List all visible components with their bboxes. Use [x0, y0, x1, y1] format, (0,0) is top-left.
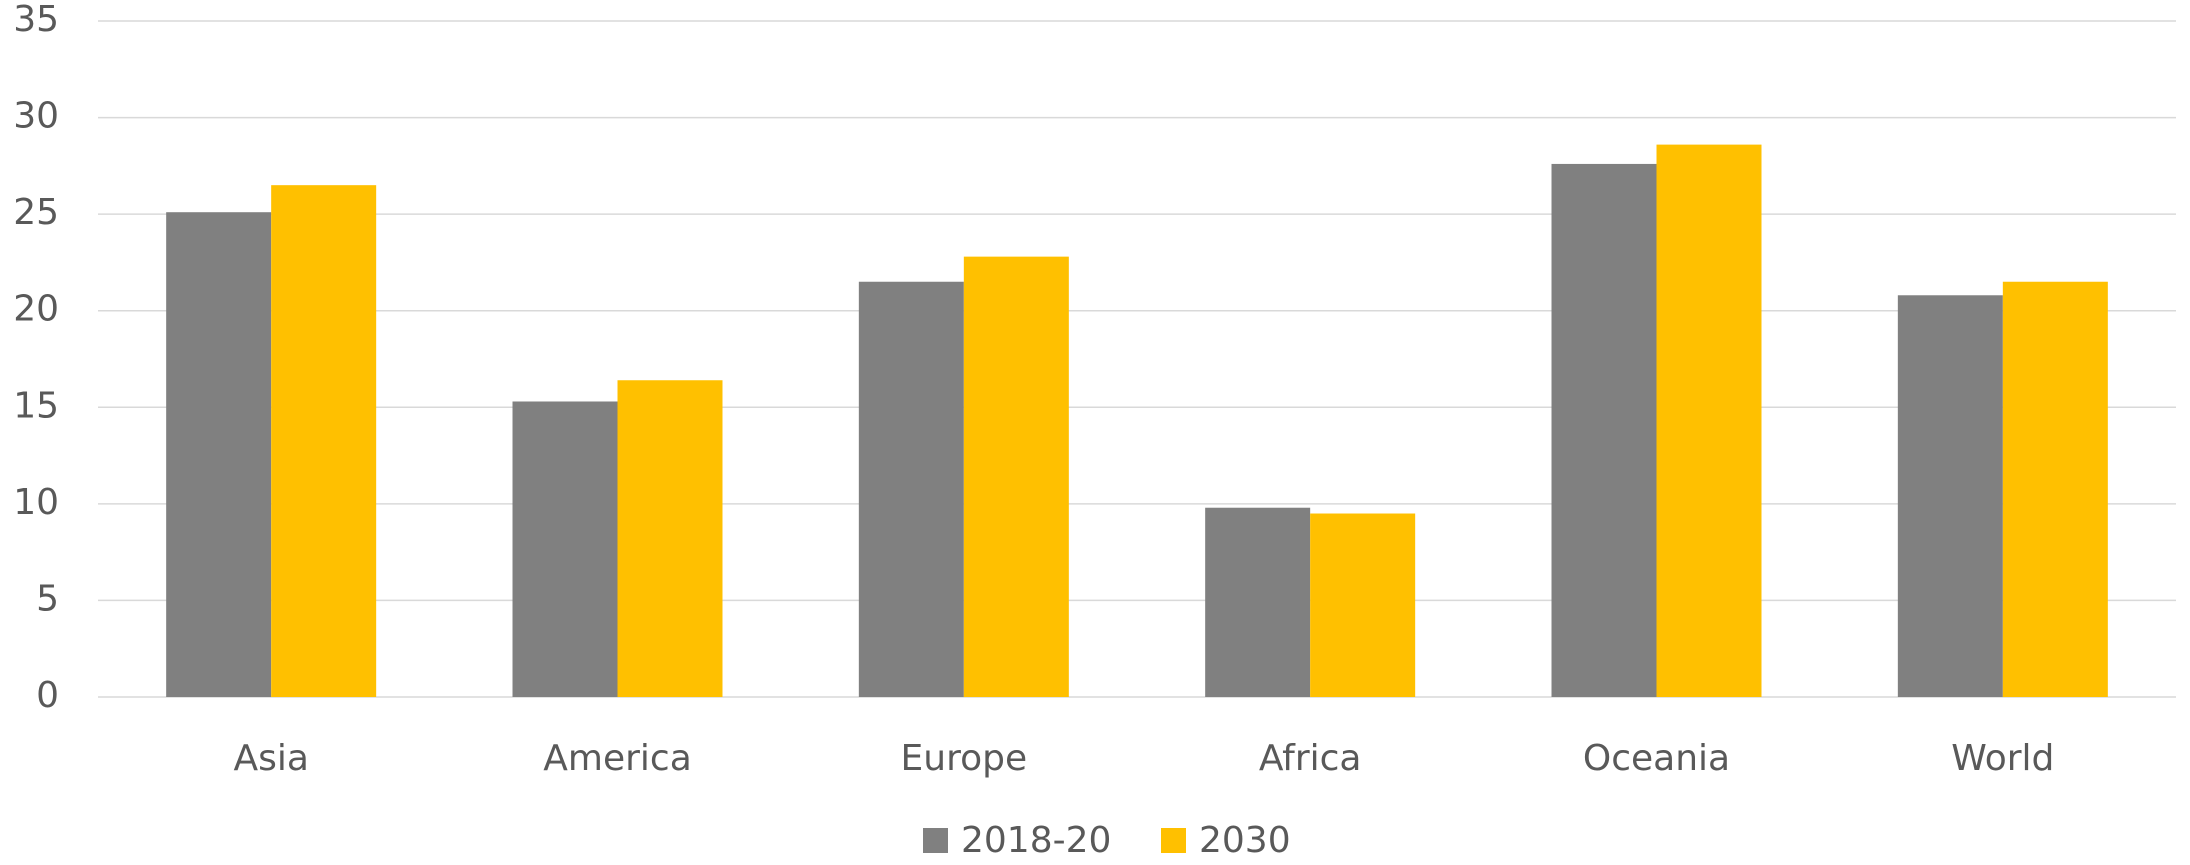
bar: [1310, 513, 1416, 697]
bar: [1551, 163, 1657, 697]
bar: [858, 281, 964, 697]
y-tick-label: 20: [13, 289, 59, 330]
bar: [1656, 144, 1762, 697]
y-tick-label: 0: [36, 675, 59, 716]
bar: [617, 380, 723, 697]
bar: [1205, 507, 1311, 697]
y-tick-label: 15: [13, 385, 59, 426]
x-tick-label: Africa: [1259, 738, 1362, 779]
y-tick-label: 35: [13, 0, 59, 40]
x-tick-label: Europe: [901, 738, 1028, 779]
bar: [1897, 295, 2003, 697]
y-tick-label: 5: [36, 578, 59, 619]
legend-swatch: [923, 828, 948, 853]
y-tick-label: 10: [13, 482, 59, 523]
legend-swatch: [1161, 828, 1186, 853]
bar: [166, 212, 272, 697]
y-tick-label: 30: [13, 96, 59, 137]
x-tick-label: Oceania: [1583, 738, 1730, 779]
x-tick-label: Asia: [233, 738, 308, 779]
bar: [2002, 281, 2108, 697]
legend-label: 2018-20: [961, 820, 1111, 861]
bar: [271, 185, 377, 697]
x-tick-label: America: [543, 738, 692, 779]
legend-label: 2030: [1199, 820, 1291, 861]
bar: [512, 401, 618, 697]
x-tick-label: World: [1951, 738, 2054, 779]
y-tick-label: 25: [13, 192, 59, 233]
bar: [963, 256, 1069, 697]
